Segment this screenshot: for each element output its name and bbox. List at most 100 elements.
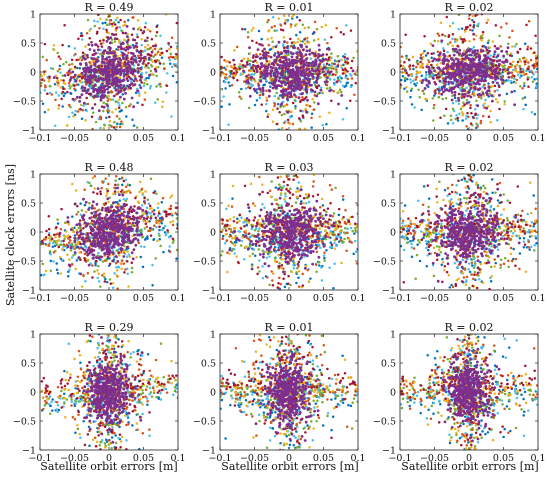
scatter-point: [81, 236, 85, 240]
scatter-point: [107, 109, 111, 113]
scatter-point: [512, 68, 515, 72]
scatter-point: [400, 86, 402, 89]
scatter-point: [129, 46, 132, 49]
scatter-point: [113, 40, 117, 43]
scatter-point: [252, 26, 255, 30]
scatter-point: [70, 62, 74, 66]
scatter-point: [465, 64, 469, 67]
scatter-point: [448, 24, 452, 28]
scatter-point: [290, 83, 294, 87]
scatter-point: [106, 189, 109, 193]
scatter-point: [523, 84, 526, 88]
scatter-point: [436, 39, 440, 43]
scatter-point: [481, 49, 485, 53]
x-tick-label: 0.05: [493, 133, 514, 144]
scatter-point: [143, 82, 146, 85]
x-tick-label: −0.1: [28, 133, 51, 144]
scatter-point: [304, 53, 308, 57]
scatter-point: [94, 120, 98, 124]
scatter-point: [105, 28, 108, 32]
scatter-point: [146, 198, 149, 202]
scatter-point: [230, 69, 233, 73]
scatter-point: [43, 110, 47, 114]
scatter-point: [488, 92, 492, 95]
scatter-point: [122, 179, 126, 183]
scatter-point: [85, 53, 89, 57]
scatter-point: [126, 227, 129, 231]
scatter-point: [129, 77, 132, 80]
scatter-point: [62, 94, 66, 98]
scatter-point: [113, 37, 117, 41]
x-tick-label: −0.05: [60, 133, 89, 144]
scatter-point: [136, 67, 140, 70]
scatter-point: [143, 46, 147, 49]
scatter-point: [419, 60, 422, 64]
scatter-point: [228, 103, 231, 106]
scatter-point: [508, 65, 512, 69]
scatter-point: [434, 89, 437, 92]
scatter-point: [340, 76, 343, 80]
scatter-point: [125, 54, 129, 57]
scatter-point: [296, 47, 300, 50]
scatter-point: [324, 23, 328, 27]
scatter-point: [152, 212, 156, 216]
scatter-point: [130, 271, 134, 274]
scatter-point: [516, 51, 520, 54]
scatter-point: [149, 234, 153, 237]
scatter-point: [275, 29, 278, 32]
scatter-point: [47, 227, 51, 231]
scatter-point: [241, 66, 244, 70]
scatter-point: [267, 51, 270, 54]
scatter-point: [150, 38, 154, 41]
scatter-point: [491, 99, 494, 103]
scatter-point: [100, 45, 104, 48]
scatter-point: [319, 76, 322, 79]
scatter-point: [288, 116, 292, 119]
scatter-point: [344, 76, 347, 79]
scatter-point: [419, 79, 422, 83]
scatter-point: [513, 103, 516, 107]
scatter-point: [92, 53, 96, 56]
scatter-point: [465, 86, 468, 90]
scatter-point: [265, 99, 269, 102]
scatter-point: [525, 23, 528, 27]
scatter-point: [451, 71, 455, 75]
scatter-point: [235, 71, 239, 74]
scatter-point: [227, 81, 230, 84]
scatter-point: [119, 58, 123, 62]
scatter-point: [126, 47, 130, 51]
scatter-point: [222, 72, 226, 76]
scatter-point: [162, 226, 165, 230]
scatter-point: [313, 90, 317, 94]
scatter-point: [451, 107, 455, 111]
scatter-point: [476, 125, 479, 128]
scatter-point: [149, 214, 153, 218]
scatter-point: [250, 72, 254, 76]
scatter-point: [171, 74, 175, 78]
scatter-point: [52, 251, 56, 254]
scatter-point: [457, 70, 461, 74]
scatter-point: [101, 57, 104, 61]
scatter-point: [96, 192, 99, 195]
scatter-point: [101, 51, 105, 54]
scatter-point: [289, 45, 293, 48]
scatter-point: [483, 86, 487, 90]
scatter-point: [480, 97, 483, 100]
scatter-point: [78, 251, 81, 254]
scatter-point: [446, 42, 450, 46]
scatter-point: [168, 62, 172, 66]
scatter-point: [125, 56, 129, 60]
scatter-point: [304, 81, 308, 85]
scatter-point: [88, 29, 91, 32]
scatter-point: [140, 215, 144, 218]
scatter-point: [493, 53, 496, 56]
scatter-point: [329, 88, 333, 92]
scatter-point: [322, 63, 326, 66]
scatter-point: [333, 78, 336, 81]
scatter-point: [459, 35, 462, 39]
scatter-point: [97, 64, 101, 68]
scatter-point: [275, 86, 278, 89]
scatter-point: [423, 49, 426, 53]
scatter-point: [300, 86, 304, 90]
scatter-point: [47, 244, 51, 247]
